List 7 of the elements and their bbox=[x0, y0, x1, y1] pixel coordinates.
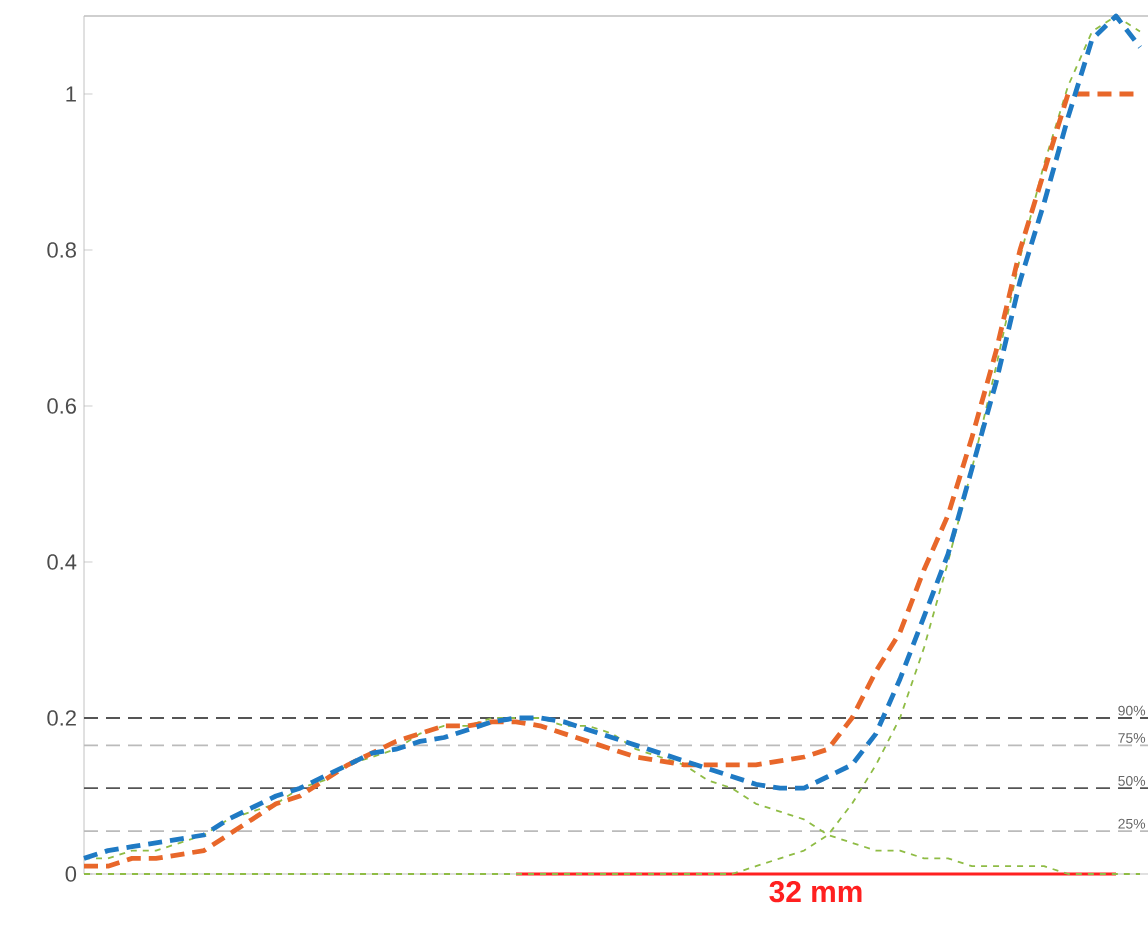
y-tick-label: 0.8 bbox=[47, 242, 76, 258]
y-tick-label: 1 bbox=[66, 86, 76, 102]
y-tick-label: 0.4 bbox=[47, 554, 77, 570]
y-tick-label: 0.6 bbox=[47, 398, 76, 414]
y-tick-label: 0 bbox=[65, 866, 77, 882]
y-tick-label: 0.2 bbox=[47, 710, 76, 726]
text: 32 mm bbox=[769, 881, 862, 903]
